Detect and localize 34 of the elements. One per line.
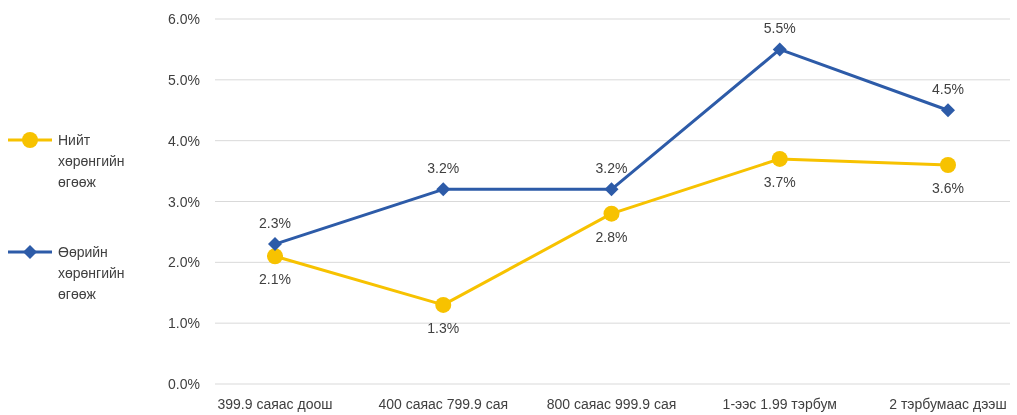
x-tick-label: 1-ээс 1.99 тэрбум [722,396,837,412]
point [268,237,282,252]
data-label: 2.3% [259,215,291,232]
point [435,296,452,313]
y-tick-label: 5.0% [168,71,200,88]
x-tick-label: 2 тэрбумаас дээш [889,396,1007,412]
data-label: 2.1% [259,271,291,288]
data-label: 3.2% [427,160,460,177]
data-label: 2.8% [595,228,628,245]
data-label: 4.5% [932,81,964,98]
point [940,157,956,173]
x-tick-label: 800 саяас 999.9 сая [546,396,677,412]
data-label: 3.2% [595,160,628,177]
point [267,248,283,265]
point [603,205,620,222]
data-label: 3.7% [763,173,796,190]
legend-label: Нийт хөрөнгийн өгөөж [58,132,125,190]
point [604,182,619,197]
y-tick-label: 2.0% [168,254,200,271]
y-tick-label: 0.0% [168,376,200,392]
data-label: 3.6% [932,180,964,196]
x-tick-label: 400 саяас 799.9 сая [378,396,509,412]
point [436,182,451,197]
y-tick-label: 4.0% [168,132,200,149]
y-tick-label: 1.0% [168,315,200,332]
y-tick-label: 3.0% [168,193,200,210]
x-tick-label: 399.9 саяас доош [217,396,333,412]
point [941,103,955,118]
y-tick-label: 6.0% [168,11,200,27]
legend-label: Өөрийн хөрөнгийн өгөөж [58,244,125,302]
data-label: 5.5% [763,20,796,37]
data-label: 1.3% [427,319,460,336]
point [771,150,788,167]
point [772,42,787,57]
